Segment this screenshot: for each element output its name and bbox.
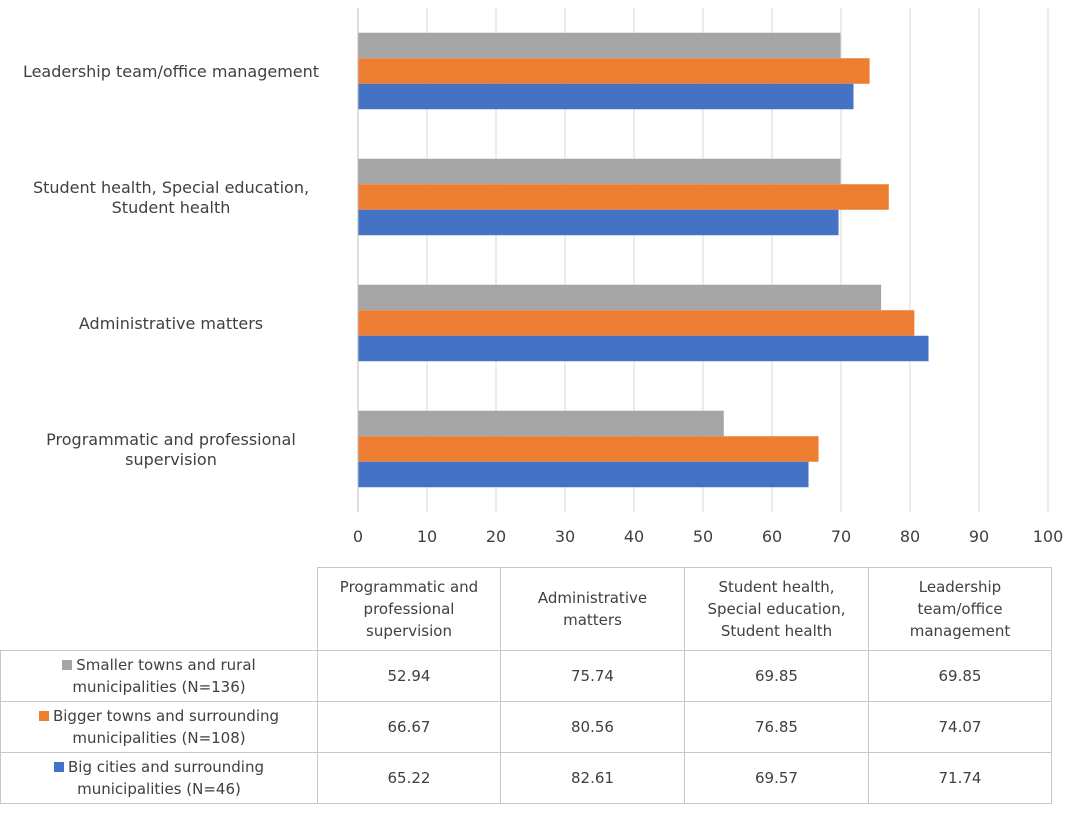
table-header-row: Programmatic and professional supervision A… — [0, 567, 1052, 651]
legend-swatch-icon — [38, 711, 49, 721]
x-tick-label: 100 — [1033, 527, 1064, 546]
category-label-line: Student health, Special education, — [33, 178, 309, 197]
column-header-line: professional — [363, 600, 455, 618]
bar — [358, 158, 841, 185]
bar — [358, 410, 724, 437]
table-column-header: Leadership team/office management — [868, 567, 1052, 651]
column-header-line: management — [909, 622, 1011, 640]
data-value-cell: 75.74 — [500, 650, 685, 702]
bar — [358, 58, 870, 84]
x-tick-label: 20 — [486, 527, 506, 546]
x-tick-label: 10 — [417, 527, 437, 546]
table-column-header: Administrative matters — [500, 567, 685, 651]
legend-label-line: Smaller towns and rural — [76, 656, 256, 674]
table-row: Bigger towns and surrounding municipaliti… — [0, 701, 1052, 753]
data-value-cell: 65.22 — [317, 752, 501, 804]
bar — [358, 83, 854, 110]
bar — [358, 461, 809, 488]
data-value-cell: 74.07 — [868, 701, 1052, 753]
column-header-line: Student health, — [718, 578, 835, 596]
data-value-cell: 69.85 — [684, 650, 869, 702]
legend-entry: Big cities and surrounding municipalities… — [0, 752, 318, 804]
data-table: Programmatic and professional supervision A… — [0, 567, 1052, 804]
legend-swatch-icon — [54, 762, 64, 772]
x-tick-label: 60 — [762, 527, 782, 546]
legend-label-line: municipalities (N=108) — [72, 729, 246, 747]
table-row: Smaller towns and rural municipalities (N… — [0, 650, 1052, 702]
x-tick-label: 0 — [353, 527, 363, 546]
x-tick-label: 90 — [969, 527, 989, 546]
bar — [358, 184, 889, 210]
bar — [358, 284, 882, 311]
category-label-line: Leadership team/office management — [23, 62, 319, 81]
category-label-line: Programmatic and professional — [46, 430, 296, 449]
legend-entry: Bigger towns and surrounding municipaliti… — [0, 701, 318, 753]
bar — [358, 436, 819, 462]
data-value-cell: 71.74 — [868, 752, 1052, 804]
bar — [358, 335, 929, 362]
category-label: Leadership team/office management — [23, 62, 319, 81]
legend-label-line: Bigger towns and surrounding — [52, 707, 280, 725]
table-column-header: Programmatic and professional supervision — [317, 567, 501, 651]
column-header-line: Leadership — [918, 578, 1002, 596]
x-tick-label: 80 — [900, 527, 920, 546]
legend-label-line: municipalities (N=136) — [72, 678, 246, 696]
data-value-cell: 80.56 — [500, 701, 685, 753]
bar — [358, 209, 839, 236]
data-value-cell: 82.61 — [500, 752, 685, 804]
category-label: Programmatic and professional supervision — [46, 430, 296, 469]
category-label: Administrative matters — [79, 314, 263, 333]
category-label-line: Administrative matters — [79, 314, 263, 333]
x-tick-label: 50 — [693, 527, 713, 546]
bar — [358, 32, 841, 59]
legend-entry: Smaller towns and rural municipalities (N… — [0, 650, 318, 702]
column-header-line: Student health — [720, 622, 833, 640]
category-label: Student health, Special education, Studen… — [33, 178, 309, 217]
table-row: Big cities and surrounding municipalities… — [0, 752, 1052, 804]
data-value-cell: 69.85 — [868, 650, 1052, 702]
column-header-line: Administrative — [537, 589, 648, 607]
data-value-cell: 52.94 — [317, 650, 501, 702]
column-header-line: supervision — [366, 622, 452, 640]
x-tick-label: 30 — [555, 527, 575, 546]
column-header-line: Programmatic and — [339, 578, 479, 596]
bar — [358, 310, 915, 336]
bar-chart: 0 10 20 30 40 50 60 70 80 90 100 Programmatic and p… — [23, 8, 1064, 546]
table-corner-cell — [0, 567, 318, 651]
data-value-cell: 69.57 — [684, 752, 869, 804]
x-tick-label: 40 — [624, 527, 644, 546]
legend-swatch-icon — [62, 660, 73, 670]
column-header-line: matters — [563, 611, 622, 629]
x-tick-label: 70 — [831, 527, 851, 546]
category-label-line: supervision — [125, 450, 217, 469]
legend-label-line: Big cities and surrounding — [68, 758, 264, 776]
legend-label-line: municipalities (N=46) — [77, 780, 241, 798]
column-header-line: team/office — [917, 600, 1003, 618]
data-value-cell: 66.67 — [317, 701, 501, 753]
data-value-cell: 76.85 — [684, 701, 869, 753]
column-header-line: Special education, — [707, 600, 846, 618]
table-column-header: Student health, Special education, Student… — [684, 567, 869, 651]
category-label-line: Student health — [112, 198, 231, 217]
